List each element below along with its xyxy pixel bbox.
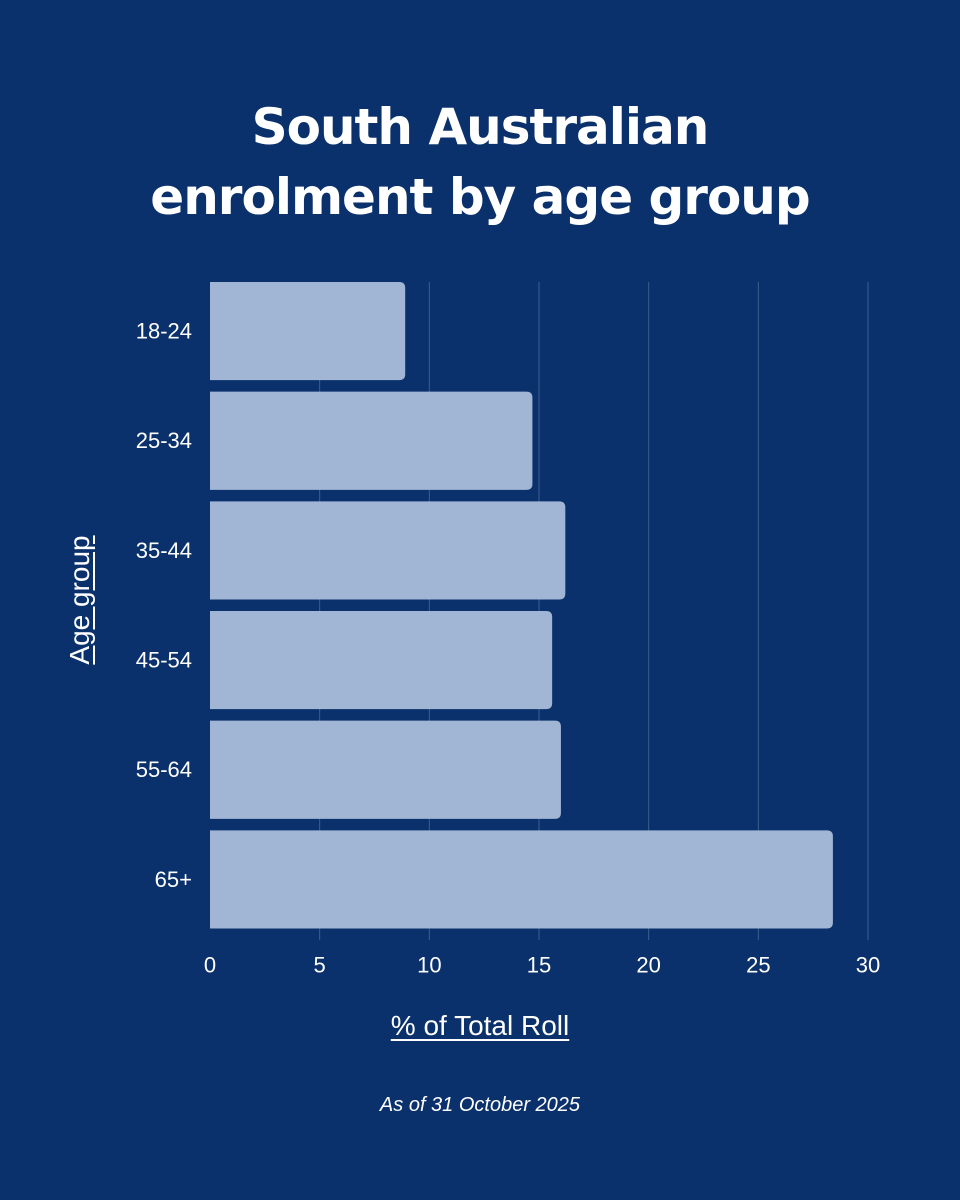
bar-35-44: [210, 501, 566, 600]
x-tick-label-30: 30: [856, 953, 880, 978]
chart-title: South Australian enrolment by age group: [0, 92, 960, 232]
x-tick-label-20: 20: [636, 953, 660, 978]
y-tick-label-55-64: 55-64: [136, 757, 192, 782]
x-tick-label-5: 5: [314, 953, 326, 978]
x-tick-label-25: 25: [746, 953, 770, 978]
bar-45-54: [210, 611, 553, 710]
x-tick-label-15: 15: [527, 953, 551, 978]
y-tick-label-25-34: 25-34: [136, 428, 192, 453]
x-tick-label-10: 10: [417, 953, 441, 978]
y-tick-label-65+: 65+: [155, 867, 192, 892]
bar-65+: [210, 830, 833, 929]
y-tick-label-45-54: 45-54: [136, 648, 192, 673]
y-tick-label-35-44: 35-44: [136, 538, 192, 563]
bar-25-34: [210, 391, 533, 490]
y-tick-label-18-24: 18-24: [136, 319, 192, 344]
y-axis-title: Age group: [64, 535, 95, 665]
x-axis-title: % of Total Roll: [390, 1010, 570, 1041]
chart-title-line-1: South Australian: [251, 98, 710, 156]
bar-18-24: [210, 282, 406, 381]
chart-title-line-2: enrolment by age group: [150, 168, 810, 226]
bar-55-64: [210, 720, 561, 819]
x-tick-label-0: 0: [204, 953, 216, 978]
date-note: As of 31 October 2025: [379, 1094, 581, 1116]
